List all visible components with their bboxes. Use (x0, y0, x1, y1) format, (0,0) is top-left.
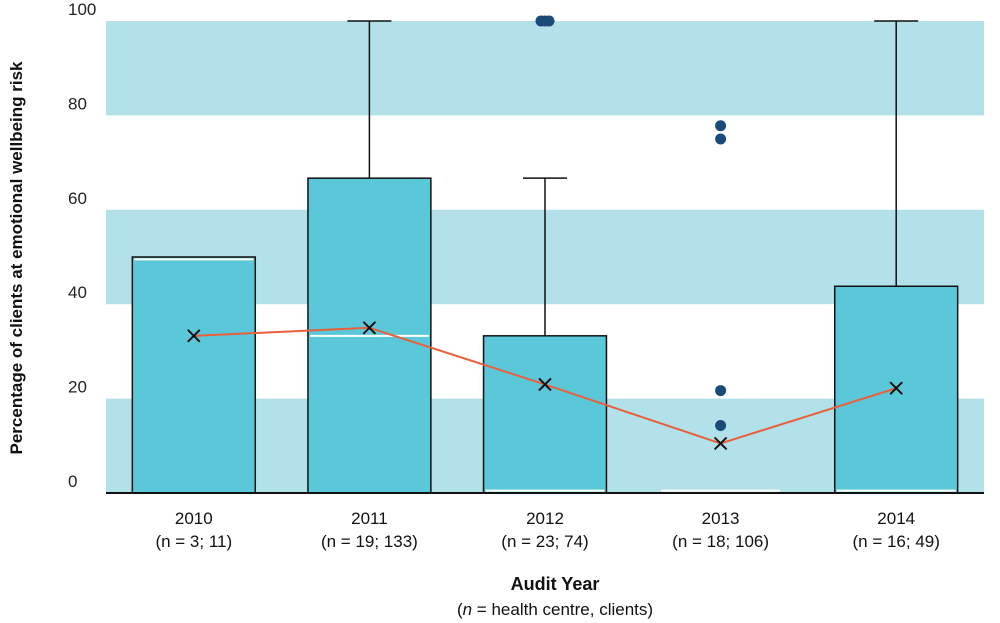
y-tick-label: 0 (68, 472, 77, 491)
x-category-n: (n = 19; 133) (321, 532, 418, 551)
outlier-point (715, 133, 727, 145)
outlier-point (715, 385, 727, 397)
x-category-n: (n = 23; 74) (501, 532, 588, 551)
y-tick-label: 80 (68, 94, 87, 113)
y-axis-title: Percentage of clients at emotional wellb… (7, 61, 26, 455)
x-category-n: (n = 3; 11) (155, 532, 232, 551)
x-category-year: 2014 (877, 509, 915, 528)
x-category-n: (n = 18; 106) (672, 532, 769, 551)
y-tick-label: 60 (68, 189, 87, 208)
outlier-point (715, 120, 727, 132)
box (482, 335, 608, 494)
x-category-year: 2011 (351, 509, 388, 528)
mean-marker-stroke (538, 377, 552, 392)
medians (134, 258, 956, 492)
y-axis-ticks: 0 20 40 60 80 100 (68, 0, 96, 491)
whiskers (347, 20, 919, 336)
mean-marker (538, 377, 552, 392)
outlier-point (543, 15, 555, 27)
mean-line-group (187, 321, 903, 451)
y-tick-label: 20 (68, 378, 87, 397)
outlier-point (715, 420, 727, 432)
x-category-n: (n = 16; 49) (852, 532, 939, 551)
mean-marker-stroke (889, 381, 903, 395)
mean-marker-stroke (362, 321, 377, 335)
mean-marker-stroke (187, 329, 201, 343)
x-category-year: 2013 (702, 509, 740, 528)
outliers (535, 15, 727, 432)
mean-marker-stroke (713, 436, 728, 451)
y-tick-label: 100 (68, 0, 96, 19)
grid-band (106, 21, 984, 116)
y-tick-label: 40 (68, 283, 87, 302)
x-axis-subtitle: (n = health centre, clients) (457, 600, 653, 619)
mean-marker (362, 321, 377, 335)
box (833, 285, 959, 494)
x-category-year: 2012 (526, 509, 564, 528)
mean-marker (713, 436, 728, 451)
mean-marker (889, 381, 903, 395)
mean-marker (187, 329, 201, 343)
x-axis-categories: 2010 (n = 3; 11) 2011 (n = 19; 133) 2012 (n =… (155, 509, 939, 551)
x-axis-title: Audit Year (511, 574, 600, 594)
x-category-year: 2010 (175, 509, 213, 528)
box (131, 256, 257, 494)
